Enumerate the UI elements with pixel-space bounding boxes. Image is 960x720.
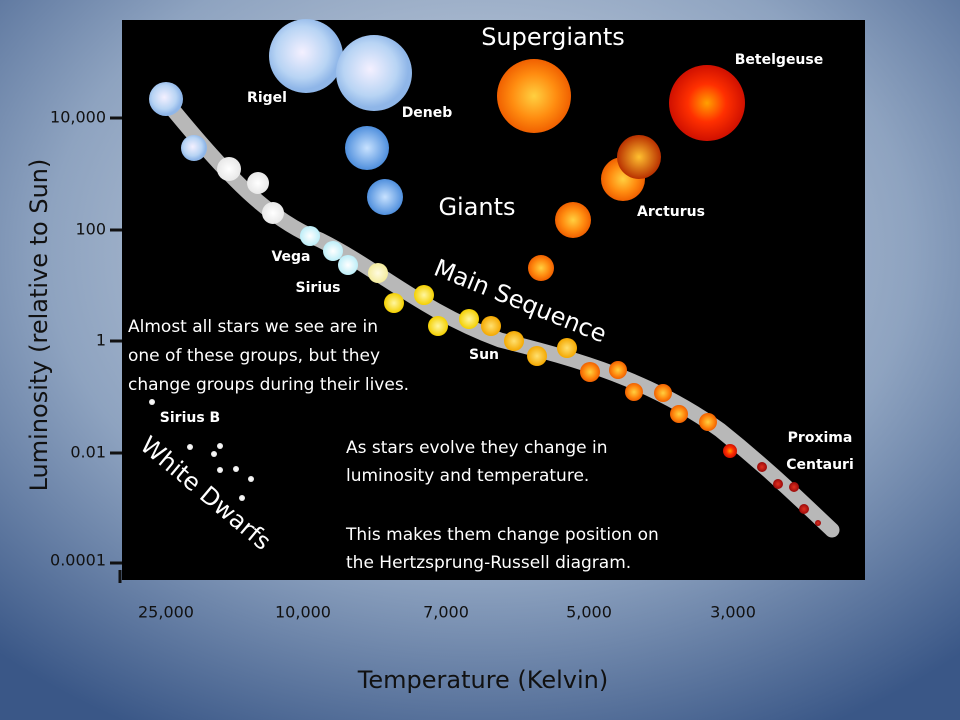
star [384, 293, 404, 313]
star [723, 444, 737, 458]
star [773, 479, 783, 489]
note-line: Almost all stars we see are in [128, 317, 378, 337]
star [414, 285, 434, 305]
y-tick-label: 0.0001 [50, 551, 106, 570]
star [528, 255, 554, 281]
x-tick-label: 10,000 [275, 603, 331, 622]
star [428, 316, 448, 336]
star-name: Sun [469, 347, 499, 363]
star-name: Vega [271, 249, 310, 265]
star [149, 82, 183, 116]
star [669, 65, 745, 141]
star [323, 241, 343, 261]
star-name: Proxima [788, 430, 853, 446]
star [625, 383, 643, 401]
x-tick-label: 25,000 [138, 603, 194, 622]
x-tick-label: 5,000 [566, 603, 612, 622]
x-axis-label: Temperature (Kelvin) [357, 666, 608, 694]
star [239, 495, 245, 501]
star-name: Deneb [402, 105, 453, 121]
y-tick-label: 1 [96, 331, 106, 350]
note-line: the Hertzsprung-Russell diagram. [346, 553, 631, 573]
star-name: Centauri [786, 457, 854, 473]
star [338, 255, 358, 275]
star [555, 202, 591, 238]
title: Supergiants [481, 23, 625, 51]
star [217, 443, 223, 449]
star [367, 179, 403, 215]
star [699, 413, 717, 431]
y-tick-label: 100 [75, 220, 106, 239]
star [211, 451, 217, 457]
star [262, 202, 284, 224]
star-name: Arcturus [637, 204, 705, 220]
star-name: Sirius B [160, 410, 220, 426]
star [654, 384, 672, 402]
star [269, 19, 343, 93]
star [217, 157, 241, 181]
star [815, 520, 821, 526]
star [217, 467, 223, 473]
star [799, 504, 809, 514]
star [617, 135, 661, 179]
note-line: one of these groups, but they [128, 346, 380, 366]
star [609, 361, 627, 379]
note-line: change groups during their lives. [128, 375, 409, 395]
star [670, 405, 688, 423]
note-line: luminosity and temperature. [346, 466, 589, 486]
star [368, 263, 388, 283]
x-tick-label: 7,000 [423, 603, 469, 622]
y-tick-label: 0.01 [70, 443, 106, 462]
x-tick-label: 3,000 [710, 603, 756, 622]
star [247, 172, 269, 194]
star [300, 226, 320, 246]
star [481, 316, 501, 336]
star [459, 309, 479, 329]
star [248, 476, 254, 482]
axis-ticks [110, 116, 122, 583]
star-name: Sirius [296, 280, 341, 296]
star-name: Betelgeuse [735, 52, 823, 68]
star [757, 462, 767, 472]
star [557, 338, 577, 358]
star [336, 35, 412, 111]
y-axis-label: Luminosity (relative to Sun) [25, 159, 53, 492]
note-line: This makes them change position on [345, 525, 659, 545]
star [345, 126, 389, 170]
y-tick-label: 10,000 [50, 108, 106, 127]
star [504, 331, 524, 351]
note-line: As stars evolve they change in [346, 438, 607, 458]
star [497, 59, 571, 133]
star [233, 466, 239, 472]
star [527, 346, 547, 366]
star [580, 362, 600, 382]
star [187, 444, 193, 450]
star-name: Rigel [247, 90, 287, 106]
giants-label: Giants [438, 193, 515, 221]
stars [149, 19, 821, 526]
star [789, 482, 799, 492]
star [181, 135, 207, 161]
star [149, 399, 155, 405]
